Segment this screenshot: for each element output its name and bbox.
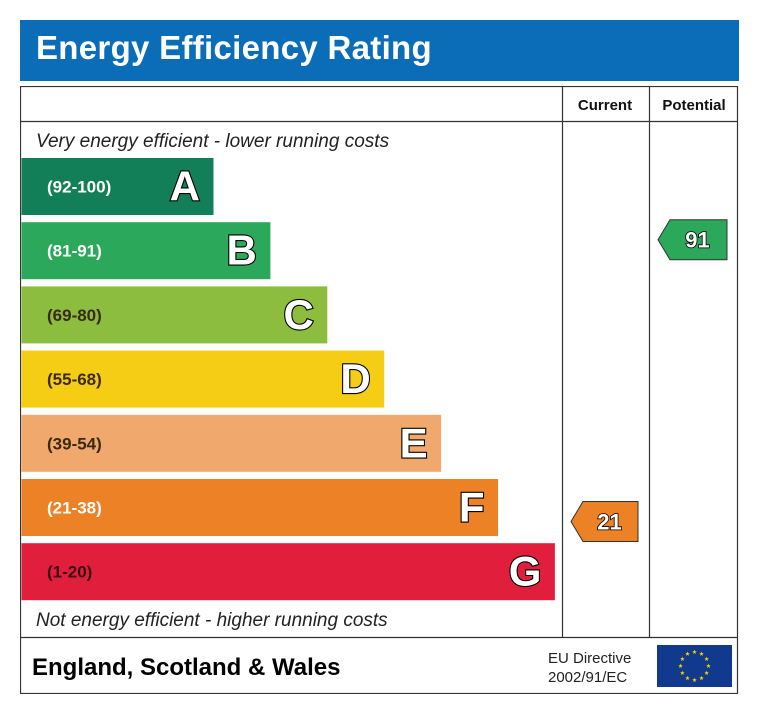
flag-star [680,656,685,661]
band-bar-b [21,222,271,280]
band-letter-a: A [170,163,200,210]
flag-star [678,663,683,668]
band-bar-c [21,286,328,344]
eu-flag-icon [657,645,732,687]
directive-label: EU Directive [548,650,631,667]
band-range-c: (69-80) [47,306,102,325]
band-range-b: (81-91) [47,242,102,261]
band-letter-d: D [340,355,370,402]
band-letter-e: E [400,419,428,466]
rating-bands: (92-100) A (81-91) B (69-80) C (55-68) D (39-54)… [21,158,555,601]
flag-star [685,651,690,656]
band-letter-c: C [283,291,313,338]
flag-star [704,656,709,661]
current-rating-arrow: 21 [570,501,639,542]
current-rating-value: 21 [597,510,621,535]
potential-rating-arrow: 91 [657,219,728,261]
band-letter-b: B [227,227,257,274]
band-bar-d [21,350,385,408]
band-bar-f [21,479,498,536]
potential-arrow-shape [657,219,728,261]
flag-star [704,670,709,675]
band-range-a: (92-100) [47,178,111,197]
flag-star [699,651,704,656]
bottom-note: Not energy efficient - higher running co… [36,610,388,631]
current-column-header: Current [578,97,632,114]
flag-star [692,677,697,682]
header-bar: Energy Efficiency Rating [20,20,739,81]
directive-number: 2002/91/EC [548,669,627,686]
page-title: Energy Efficiency Rating [36,29,432,66]
band-c: (69-80) C [21,286,328,344]
band-range-g: (1-20) [47,563,92,582]
flag-star [685,675,690,681]
flag-star [699,675,704,681]
band-letter-f: F [459,484,485,531]
rating-indicators: 21 91 [570,219,728,542]
band-e: (39-54) E [21,414,442,472]
band-bar-a [21,158,214,215]
band-range-f: (21-38) [47,499,102,518]
band-range-d: (55-68) [47,370,102,389]
potential-rating-value: 91 [685,228,709,253]
current-arrow-shape [570,501,639,542]
band-bar-g [21,543,555,601]
flag-star [706,663,711,668]
band-range-e: (39-54) [47,434,102,453]
band-d: (55-68) D [21,350,385,408]
rating-chart: Current Potential Very energy efficient … [19,85,739,695]
band-g: (1-20) G [21,543,555,601]
top-note: Very energy efficient - lower running co… [36,131,390,152]
band-a: (92-100) A [21,158,214,215]
potential-column-header: Potential [662,97,725,114]
band-b: (81-91) B [21,222,271,280]
flag-star [692,649,697,654]
region-label: England, Scotland & Wales [32,654,340,681]
flag-star [680,670,685,675]
band-bar-e [21,414,442,472]
band-letter-g: G [509,548,542,595]
band-f: (21-38) F [21,479,498,536]
